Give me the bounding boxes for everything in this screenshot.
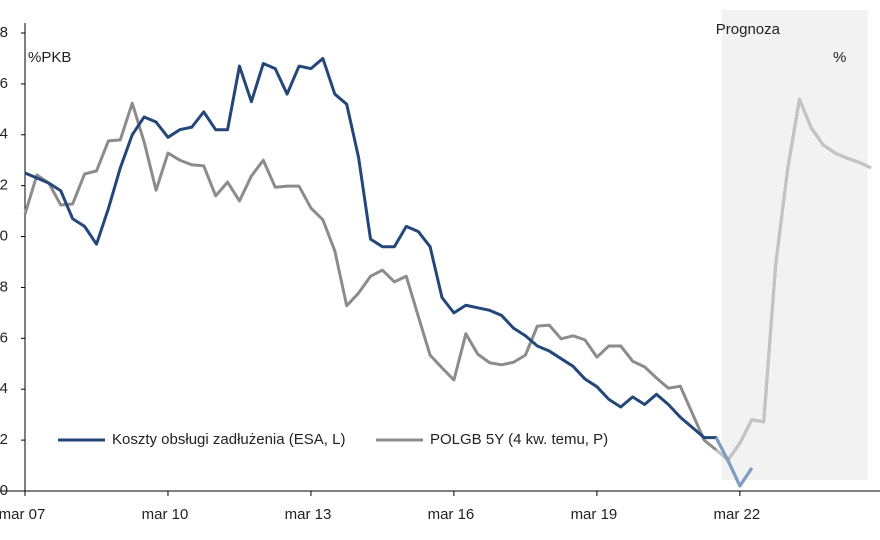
y-tick-label: 2,6 [0,75,8,92]
forecast-region [721,10,868,480]
x-tick-label: mar 07 [0,506,45,523]
y-tick-label: 1,8 [0,278,8,295]
y-tick-label: 2,8 [0,24,8,41]
y-tick-label: 1,4 [0,380,8,397]
x-tick-label: mar 22 [714,506,761,523]
y-tick-label: 1,0 [0,482,8,499]
y2-axis-label: % [833,49,846,66]
series-line [24,56,754,488]
x-tick-label: mar 19 [571,506,618,523]
y-tick-label: 2,2 [0,177,8,194]
x-tick-label: mar 10 [142,506,189,523]
x-tick-label: mar 16 [428,506,475,523]
y-axis-label: %PKB [28,49,71,66]
legend-label: POLGB 5Y (4 kw. temu, P) [430,431,608,448]
y-tick-label: 1,6 [0,329,8,346]
y-tick-label: 2,0 [0,228,8,245]
forecast-label: Prognoza [716,21,781,38]
legend-label: Koszty obsługi zadłużenia (ESA, L) [112,431,345,448]
forecast-line [715,97,872,462]
x-tick-label: mar 13 [285,506,332,523]
forecast-line [714,436,754,488]
y-tick-label: 2,4 [0,126,8,143]
y-tick-label: 1,2 [0,431,8,448]
